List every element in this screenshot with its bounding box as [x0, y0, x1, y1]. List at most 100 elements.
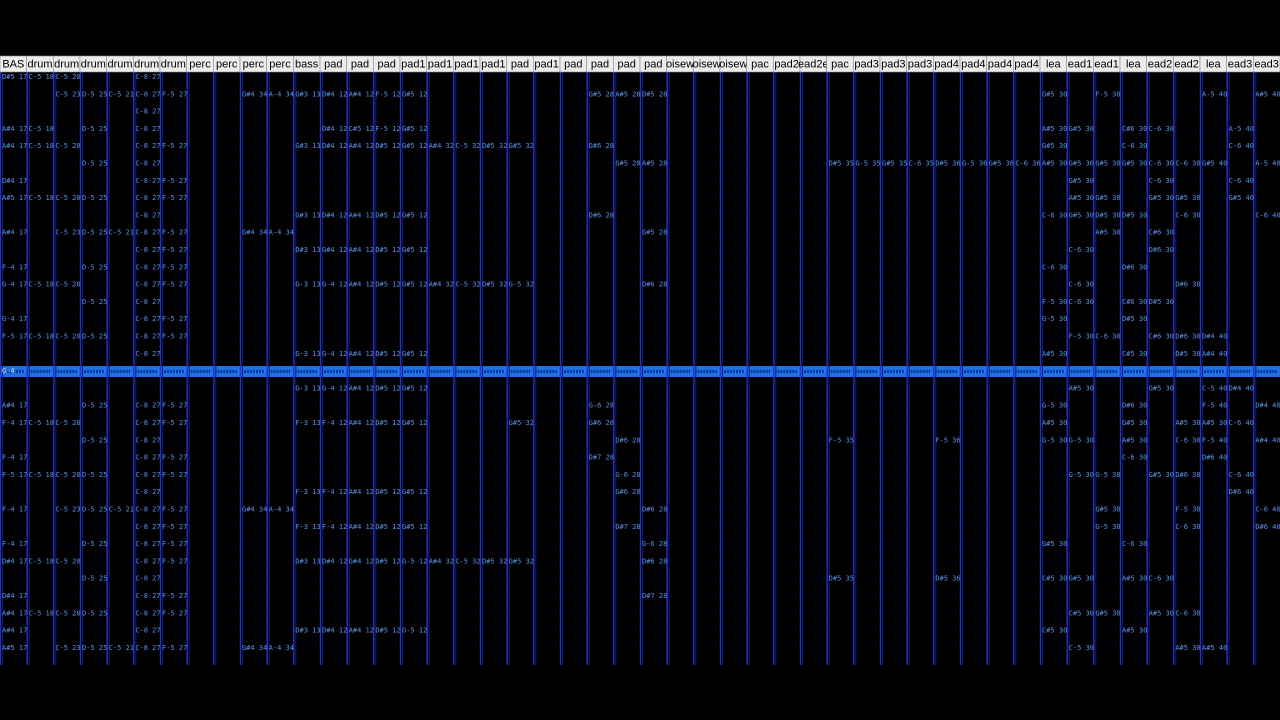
note-cell: A-4 34	[269, 90, 294, 98]
note-cell: G-5 12	[402, 557, 427, 565]
channel-header: ead1	[1094, 58, 1118, 70]
note-cell: F-4 17	[2, 419, 27, 427]
channel-header: drum	[161, 58, 186, 70]
note-cell: C-8 27	[135, 557, 160, 565]
channel-header: BAS	[2, 58, 24, 70]
note-cell: C-6 30	[1042, 211, 1067, 219]
note-cell: C-5 20	[55, 333, 80, 341]
note-cell: A#5 28	[642, 160, 667, 168]
note-cell: G#5 36	[989, 160, 1014, 168]
channel-header: pad3	[908, 58, 932, 70]
note-cell: D#7 28	[615, 523, 640, 531]
note-cell: A#5 30	[1042, 160, 1067, 168]
note-cell: G#5 30	[1069, 160, 1094, 168]
note-cell: D#6 28	[615, 436, 640, 444]
note-cell: C-6 30	[1149, 575, 1174, 583]
note-cell: C-5 21	[109, 644, 134, 652]
note-cell: C-5 18	[29, 557, 54, 565]
note-cell: F-5 27	[162, 142, 187, 150]
note-cell: F-4 12	[322, 419, 347, 427]
note-cell: A#4 12	[349, 627, 374, 635]
note-cell: C-6 30	[1149, 125, 1174, 133]
note-cell: D#3 13	[295, 627, 320, 635]
note-cell: C-5 32	[455, 557, 480, 565]
channel-header: lea	[1206, 58, 1222, 70]
note-cell: G#5 30	[1069, 177, 1094, 185]
note-cell: C-6 30	[1175, 523, 1200, 531]
note-cell: F-4 12	[322, 488, 347, 496]
note-cell: C-5 18	[29, 281, 54, 289]
note-cell: A#4 17	[2, 229, 27, 237]
note-cell: D#5 32	[482, 142, 507, 150]
note-cell: C-8 27	[135, 315, 160, 323]
note-cell: G-5 30	[1095, 523, 1120, 531]
note-cell: G#5 12	[402, 384, 427, 392]
note-cell: D#4 12	[322, 90, 347, 98]
note-cell: C-8 27	[135, 419, 160, 427]
note-cell: G#5 30	[1149, 384, 1174, 392]
note-cell: C-8 27	[135, 160, 160, 168]
note-cell: A#4 32	[429, 557, 454, 565]
note-cell: D#5 30	[1149, 298, 1174, 306]
note-cell: D#5 30	[1095, 211, 1120, 219]
note-cell: G#5 12	[402, 419, 427, 427]
note-cell: C-5 18	[29, 471, 54, 479]
note-cell: D#5 30	[1122, 315, 1147, 323]
note-cell: F-4 17	[2, 540, 27, 548]
note-cell: A#4 40	[1255, 436, 1280, 444]
note-cell: F-4 17	[2, 506, 27, 514]
note-cell: C-5 32	[455, 281, 480, 289]
channel-header: bass	[295, 58, 319, 70]
note-cell: G#5 30	[1069, 575, 1094, 583]
note-cell: A-4 34	[269, 644, 294, 652]
note-cell: C-6 30	[1122, 540, 1147, 548]
note-cell: D#4 12	[322, 211, 347, 219]
note-cell: G-5 36	[962, 160, 987, 168]
note-cell: F-5 27	[162, 90, 187, 98]
note-cell: F-5 27	[162, 281, 187, 289]
note-cell: G#5 30	[1095, 506, 1120, 514]
note-cell: G#5 30	[1095, 160, 1120, 168]
note-cell: D#6 30	[1175, 281, 1200, 289]
note-cell: F-5 27	[162, 177, 187, 185]
channel-header: oisew	[719, 58, 747, 70]
note-cell: G-3 13	[295, 350, 320, 358]
channel-header: pad3	[881, 58, 905, 70]
note-cell: C#5 12	[349, 125, 374, 133]
note-cell: F-4 12	[322, 523, 347, 531]
note-cell: C-8 27	[135, 592, 160, 600]
note-cell: D#6 28	[642, 281, 667, 289]
note-cell: A#4 12	[349, 142, 374, 150]
note-cell: F-5 27	[162, 592, 187, 600]
note-cell: G-6 28	[615, 471, 640, 479]
note-cell: F-5 27	[162, 523, 187, 531]
note-cell: C-5 20	[55, 557, 80, 565]
note-cell: C-8 27	[135, 454, 160, 462]
note-cell: C-8 27	[135, 506, 160, 514]
note-cell: C-8 27	[135, 281, 160, 289]
column-lines	[0, 72, 1277, 665]
note-cell: C-6 30	[1095, 333, 1120, 341]
note-cell: D#4 17	[2, 177, 27, 185]
note-cell: G#5 30	[1175, 194, 1200, 202]
note-cell: A#5 30	[1095, 229, 1120, 237]
note-cell: D#5 12	[375, 523, 400, 531]
note-cell: A#5 28	[615, 90, 640, 98]
note-cell: A#5 30	[1149, 609, 1174, 617]
note-cell: D#6 30	[1122, 263, 1147, 271]
note-cell: G#5 32	[509, 557, 534, 565]
note-cell: D-5 25	[82, 194, 107, 202]
note-cell: A#4 12	[349, 350, 374, 358]
note-cell: D#5 12	[375, 557, 400, 565]
channel-header: perc	[216, 58, 238, 70]
note-cell: A#4 12	[349, 384, 374, 392]
note-cell: C-5 18	[29, 609, 54, 617]
note-cell: C-8 27	[135, 194, 160, 202]
note-cell: A#4 12	[349, 246, 374, 254]
note-cell: C-8 27	[135, 627, 160, 635]
note-cell: D#6 30	[1175, 471, 1200, 479]
note-cell: G#5 12	[402, 246, 427, 254]
note-cell: C-5 23	[55, 90, 80, 98]
note-cell: D#7 28	[589, 454, 614, 462]
note-cell: A-5 40	[1255, 160, 1280, 168]
